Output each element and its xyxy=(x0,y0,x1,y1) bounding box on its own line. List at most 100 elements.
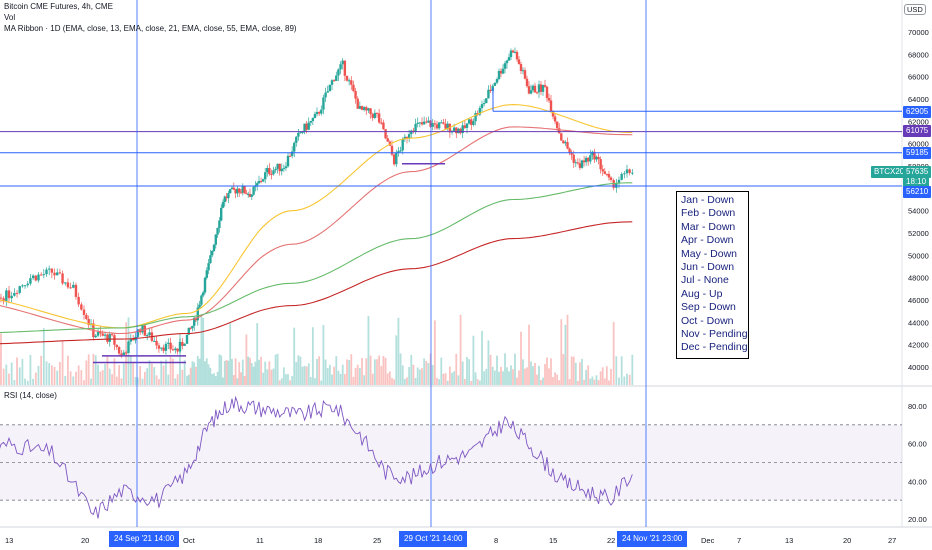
volume-bar xyxy=(436,377,438,385)
candle-body xyxy=(523,70,527,79)
candle-body xyxy=(452,127,456,132)
candle-body xyxy=(250,194,253,197)
candle-body xyxy=(315,112,319,115)
candle-body xyxy=(37,274,40,281)
volume-bar xyxy=(461,361,464,385)
volume-bar xyxy=(536,374,538,385)
ema-line xyxy=(0,126,633,335)
x-tick: 15 xyxy=(549,536,558,545)
volume-bar xyxy=(431,364,434,385)
volume-bar xyxy=(487,340,490,385)
candle-body xyxy=(440,122,443,124)
candle-body xyxy=(29,278,32,284)
volume-bar xyxy=(169,356,172,385)
candle-body xyxy=(278,163,281,172)
candle-body xyxy=(113,335,116,345)
candle-body xyxy=(301,131,304,133)
candle-body xyxy=(555,121,559,129)
candle-body xyxy=(365,107,368,111)
price-label-59185: 59185 xyxy=(903,147,932,159)
candle-body xyxy=(174,348,177,351)
volume-bar xyxy=(143,371,146,385)
candle-body xyxy=(96,331,100,336)
candle-body xyxy=(7,290,11,299)
candle-body xyxy=(232,187,235,190)
candle-body xyxy=(431,123,434,127)
candle-body xyxy=(169,342,172,350)
candle-body xyxy=(234,189,237,194)
volume-bar xyxy=(361,358,363,385)
volume-bar xyxy=(568,379,571,385)
volume-bar xyxy=(552,376,554,385)
candle-body xyxy=(257,180,261,184)
volume-bar xyxy=(108,368,111,385)
volume-legend[interactable]: Vol xyxy=(4,13,16,22)
candle-body xyxy=(5,290,8,302)
volume-bar xyxy=(331,374,333,385)
volume-bar xyxy=(446,380,449,385)
candle-body xyxy=(141,325,144,333)
candle-body xyxy=(176,348,179,352)
currency-button[interactable]: USD xyxy=(904,4,926,15)
candle-body xyxy=(605,173,609,175)
candle-body xyxy=(120,353,123,355)
volume-bar xyxy=(401,365,404,385)
volume-bar xyxy=(92,353,95,385)
volume-bar xyxy=(589,378,592,385)
countdown-label: 18:10 xyxy=(903,176,930,188)
candle-body xyxy=(513,51,517,53)
volume-bar xyxy=(429,353,432,385)
rsi-legend[interactable]: RSI (14, close) xyxy=(4,391,57,400)
volume-bar xyxy=(207,364,210,385)
x-tick: Dec xyxy=(701,536,715,545)
volume-bar xyxy=(160,360,163,385)
candle-body xyxy=(593,151,596,160)
candle-body xyxy=(26,283,29,286)
volume-bar xyxy=(320,380,323,385)
volume-bar xyxy=(97,364,99,385)
volume-bar xyxy=(101,370,104,385)
ma-ribbon-legend[interactable]: MA Ribbon · 1D (EMA, close, 13, EMA, clo… xyxy=(4,24,297,33)
volume-bar xyxy=(129,355,132,385)
volume-bar xyxy=(514,353,516,385)
symbol-legend[interactable]: Bitcoin CME Futures, 4h, CME xyxy=(4,2,113,11)
volume-bar xyxy=(176,374,179,385)
volume-bar xyxy=(346,359,348,385)
volume-bar xyxy=(538,365,540,385)
rsi-tick-label: 20.00 xyxy=(908,515,927,524)
candle-body xyxy=(597,156,600,160)
candle-body xyxy=(77,296,80,305)
x-tick: 11 xyxy=(256,536,264,545)
volume-bar xyxy=(139,366,142,385)
candle-body xyxy=(328,84,332,92)
volume-bar xyxy=(506,367,508,385)
volume-bar xyxy=(585,369,588,385)
volume-bar xyxy=(384,357,387,385)
candle-body xyxy=(66,282,70,288)
volume-bar xyxy=(595,375,598,385)
ema-line xyxy=(0,221,633,345)
candle-body xyxy=(519,64,523,71)
candle-body xyxy=(601,169,604,172)
volume-bar xyxy=(232,375,235,385)
volume-bar xyxy=(597,380,600,385)
volume-bar xyxy=(303,365,306,385)
candle-body xyxy=(509,50,513,58)
candle-body xyxy=(207,263,210,271)
volume-bar xyxy=(148,360,151,385)
volume-bar xyxy=(335,356,338,385)
candle-body xyxy=(129,338,133,342)
volume-bar xyxy=(463,378,466,385)
candle-body xyxy=(478,108,482,115)
volume-bar xyxy=(455,353,458,385)
candle-body xyxy=(354,90,357,99)
volume-bar xyxy=(493,370,496,385)
volume-bar xyxy=(270,369,273,385)
volume-bar xyxy=(179,334,181,385)
candle-body xyxy=(303,123,306,132)
candle-body xyxy=(414,123,417,132)
candle-body xyxy=(284,166,288,169)
candle-body xyxy=(0,297,3,299)
candle-body xyxy=(198,304,201,308)
